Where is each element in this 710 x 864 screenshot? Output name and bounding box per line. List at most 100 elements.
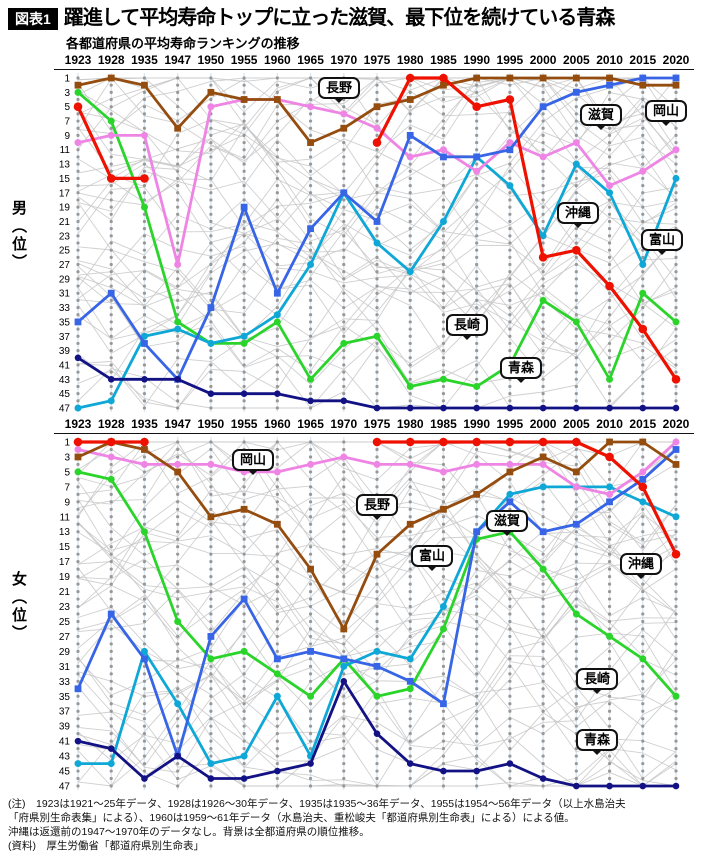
background-rank-dot (641, 90, 645, 94)
background-rank-dot (574, 363, 578, 367)
series-marker (74, 81, 82, 89)
background-rank-dot (342, 634, 346, 639)
series-marker (406, 96, 414, 103)
background-rank-dot (342, 687, 346, 691)
series-marker (572, 610, 580, 618)
series-marker (174, 468, 182, 476)
background-rank-dot (142, 112, 147, 116)
background-rank-dot (441, 477, 446, 481)
background-rank-dot (607, 717, 612, 721)
background-rank-dot (508, 169, 512, 173)
rank-tick: 19 (59, 572, 71, 583)
background-rank-dot (142, 327, 147, 331)
background-rank-dot (475, 176, 479, 181)
background-rank-dot (242, 589, 246, 594)
series-marker (539, 74, 547, 82)
background-rank-dot (541, 739, 545, 743)
background-rank-dot (109, 709, 113, 713)
background-rank-dot (607, 649, 612, 653)
background-rank-dot (308, 634, 313, 639)
background-rank-dot (342, 284, 346, 288)
background-rank-dot (641, 507, 645, 511)
series-marker (107, 745, 115, 752)
background-rank-dot (574, 234, 578, 238)
series-marker (140, 647, 148, 655)
background-rank-dot (375, 485, 379, 489)
series-marker (606, 375, 614, 383)
background-rank-dot (142, 313, 147, 317)
background-rank-dot (607, 657, 612, 661)
background-rank-dot (674, 702, 678, 706)
background-rank-dot (242, 140, 246, 145)
background-rank-dot (275, 219, 279, 224)
background-rank-dot (176, 198, 180, 202)
background-rank-dot (308, 298, 313, 302)
background-rank-dot (275, 76, 279, 80)
prefecture-label: 長野 (355, 494, 399, 520)
prefecture-label: 長崎 (575, 668, 619, 694)
background-rank-dot (176, 604, 180, 609)
background-rank-dot (308, 270, 313, 274)
background-rank-dot (607, 582, 612, 586)
background-rank-dot (508, 649, 512, 653)
background-rank-dot (176, 291, 180, 295)
background-rank-dot (242, 515, 246, 519)
background-rank-dot (475, 627, 479, 631)
background-rank-dot (76, 298, 80, 302)
background-rank-dot (342, 277, 346, 281)
background-rank-dot (342, 642, 346, 646)
background-rank-dot (176, 597, 180, 601)
background-rank-dot (176, 384, 180, 389)
background-rank-dot (342, 470, 346, 474)
background-rank-dot (76, 634, 80, 639)
figure-header: 図表1 躍進して平均寿命トップに立った滋賀、最下位を続けている青森 (8, 6, 706, 30)
background-rank-dot (641, 191, 645, 195)
background-rank-dot (441, 500, 446, 504)
series-marker (639, 289, 647, 297)
background-rank-dot (508, 732, 512, 736)
background-rank-dot (176, 356, 180, 360)
background-rank-dot (209, 384, 213, 389)
background-rank-dot (541, 399, 545, 403)
rank-tick: 7 (64, 117, 70, 128)
series-marker (440, 404, 447, 412)
year-tick: 1950 (198, 53, 225, 67)
background-rank-dot (308, 560, 313, 564)
background-rank-dot (275, 664, 279, 668)
background-rank-dot (209, 679, 213, 683)
background-rank-dot (142, 148, 147, 152)
background-rank-dot (209, 126, 213, 130)
background-rank-dot (308, 545, 313, 549)
background-rank-dot (375, 119, 379, 123)
series-marker (606, 81, 613, 89)
background-rank-dot (574, 657, 578, 661)
background-rank-dot (176, 627, 180, 631)
background-rank-dot (574, 776, 578, 781)
background-rank-dot (641, 530, 645, 534)
background-rank-dot (342, 619, 346, 624)
background-rank-dot (176, 212, 180, 216)
background-rank-dot (308, 219, 313, 224)
background-rank-dot (375, 769, 379, 773)
background-rank-dot (441, 392, 446, 396)
background-rank-dot (342, 530, 346, 534)
background-rank-dot (242, 90, 246, 94)
background-rank-dot (209, 747, 213, 751)
background-rank-dot (408, 227, 412, 231)
background-rank-dot (242, 112, 246, 116)
background-rank-dot (275, 567, 279, 571)
background-rank-dot (674, 262, 678, 267)
background-rank-dot (441, 234, 446, 238)
background-rank-dot (607, 537, 612, 541)
background-rank-dot (242, 687, 246, 691)
background-rank-line (77, 170, 677, 281)
background-rank-dot (607, 349, 612, 353)
background-rank-dot (408, 589, 412, 594)
background-rank-dot (209, 76, 213, 80)
background-rank-dot (76, 291, 80, 295)
background-rank-dot (275, 406, 279, 410)
background-rank-dot (109, 702, 113, 706)
background-rank-dot (441, 248, 446, 252)
background-rank-dot (674, 191, 678, 195)
background-rank-dot (308, 522, 313, 526)
